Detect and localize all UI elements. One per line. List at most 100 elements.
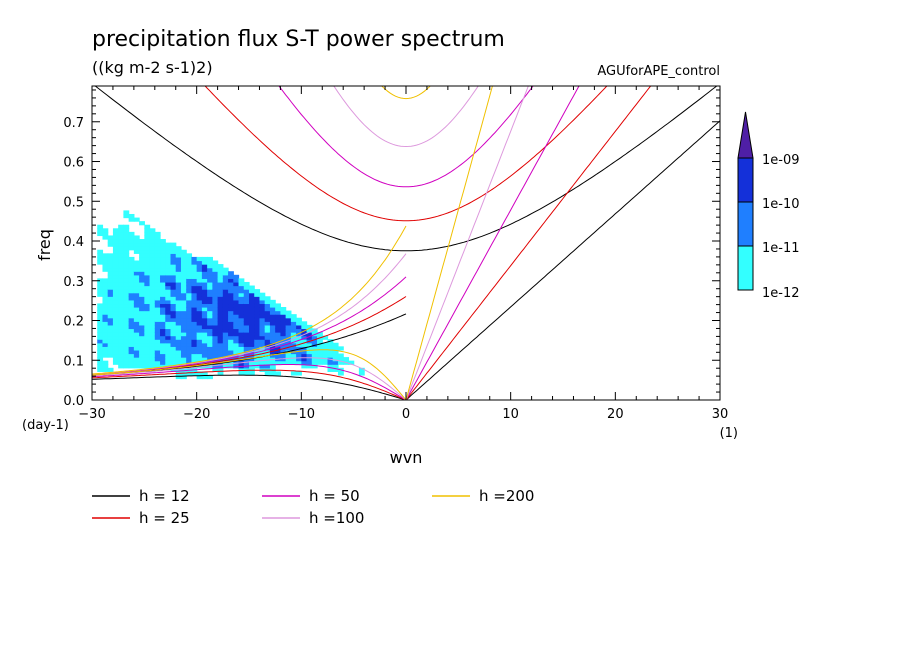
contour-cell bbox=[212, 339, 219, 344]
contour-cell bbox=[123, 278, 130, 283]
contour-cell bbox=[217, 289, 224, 294]
contour-cell bbox=[97, 328, 104, 333]
contour-cell bbox=[144, 317, 151, 322]
x-tick-label: 10 bbox=[502, 407, 519, 422]
contour-cell bbox=[107, 353, 114, 358]
contour-cell bbox=[296, 321, 302, 326]
contour-cell bbox=[112, 281, 119, 287]
contour-cell bbox=[107, 306, 114, 312]
colorbar-level-4 bbox=[737, 111, 754, 159]
contour-cell bbox=[175, 292, 182, 297]
contour-cell bbox=[186, 303, 193, 308]
contour-cell bbox=[238, 324, 245, 330]
contour-cell bbox=[217, 310, 224, 315]
contour-cell bbox=[264, 317, 271, 322]
contour-cell bbox=[118, 324, 124, 330]
contour-cell bbox=[144, 321, 151, 326]
dispersion-curve-h200 bbox=[405, 86, 493, 400]
contour-cell bbox=[238, 349, 245, 355]
contour-cell bbox=[118, 292, 124, 297]
contour-cell bbox=[249, 339, 255, 344]
contour-cell bbox=[118, 260, 124, 265]
contour-cell bbox=[175, 332, 182, 337]
contour-cell bbox=[154, 299, 161, 305]
contour-cell bbox=[222, 349, 229, 355]
contour-cell bbox=[222, 306, 229, 312]
contour-cell bbox=[259, 335, 266, 340]
contour-cell bbox=[306, 346, 313, 351]
contour-cell bbox=[139, 346, 145, 351]
contour-cell bbox=[196, 353, 203, 358]
contour-cell bbox=[243, 360, 250, 365]
contour-cell bbox=[97, 317, 104, 322]
contour-cell bbox=[123, 296, 130, 301]
contour-cell bbox=[238, 328, 245, 333]
contour-cell bbox=[186, 281, 193, 287]
contour-cell bbox=[112, 357, 119, 362]
contour-cell bbox=[133, 357, 140, 362]
colorbar-label: 1e-09 bbox=[762, 153, 800, 168]
contour-cell bbox=[332, 353, 339, 358]
contour-cell bbox=[207, 296, 213, 301]
contour-cell bbox=[228, 335, 234, 340]
contour-cell bbox=[191, 299, 198, 305]
contour-cell bbox=[275, 335, 281, 340]
contour-cell bbox=[196, 278, 203, 283]
contour-cell bbox=[296, 335, 302, 340]
contour-cell bbox=[358, 367, 365, 372]
contour-cell bbox=[133, 267, 140, 272]
contour-cell bbox=[217, 371, 224, 376]
contour-cell bbox=[212, 292, 219, 297]
contour-cell bbox=[102, 281, 109, 287]
contour-cell bbox=[97, 228, 104, 233]
contour-cell bbox=[123, 224, 130, 229]
contour-cell bbox=[118, 346, 124, 351]
contour-cell bbox=[170, 296, 177, 301]
contour-cell bbox=[118, 339, 124, 344]
contour-cell bbox=[154, 314, 161, 319]
contour-cell bbox=[243, 299, 250, 305]
contour-cell bbox=[191, 289, 198, 294]
contour-cell bbox=[290, 314, 297, 319]
contour-cell bbox=[269, 335, 276, 340]
contour-cell bbox=[102, 303, 109, 308]
dispersion-curve-h200 bbox=[92, 225, 407, 375]
contour-cell bbox=[275, 321, 281, 326]
contour-cell bbox=[144, 299, 151, 305]
contour-cell bbox=[259, 314, 266, 319]
contour-cell bbox=[254, 314, 261, 319]
contour-cell bbox=[191, 296, 198, 301]
contour-cell bbox=[180, 306, 187, 312]
contour-cell bbox=[144, 364, 151, 369]
contour-cell bbox=[160, 342, 166, 347]
contour-cell bbox=[128, 289, 135, 294]
contour-cell bbox=[175, 274, 182, 279]
contour-cell bbox=[186, 289, 193, 294]
contour-cell bbox=[201, 260, 208, 265]
contour-cell bbox=[212, 367, 219, 372]
contour-cell bbox=[123, 289, 130, 294]
contour-cell bbox=[107, 324, 114, 330]
contour-cell bbox=[154, 292, 161, 297]
contour-cell bbox=[123, 213, 130, 219]
contour-cell bbox=[196, 274, 203, 279]
contour-cell bbox=[133, 360, 140, 365]
contour-cell bbox=[186, 360, 193, 365]
contour-cell bbox=[175, 281, 182, 287]
contour-cell bbox=[207, 278, 213, 283]
contour-cell bbox=[160, 328, 166, 333]
contour-cell bbox=[296, 371, 302, 376]
contour-cell bbox=[269, 349, 276, 355]
contour-cell bbox=[175, 253, 182, 258]
contour-cell bbox=[191, 324, 198, 330]
contour-cell bbox=[149, 328, 156, 333]
dispersion-curve-h100 bbox=[405, 86, 529, 400]
contour-cell bbox=[118, 242, 124, 247]
contour-cell bbox=[285, 346, 292, 351]
contour-cell bbox=[238, 317, 245, 322]
contour-cell bbox=[102, 332, 109, 337]
contour-cell bbox=[243, 339, 250, 344]
colorbar: 1e-12 1e-11 1e-10 1e-09 bbox=[737, 111, 800, 301]
contour-cell bbox=[102, 292, 109, 297]
contour-cell bbox=[238, 292, 245, 297]
